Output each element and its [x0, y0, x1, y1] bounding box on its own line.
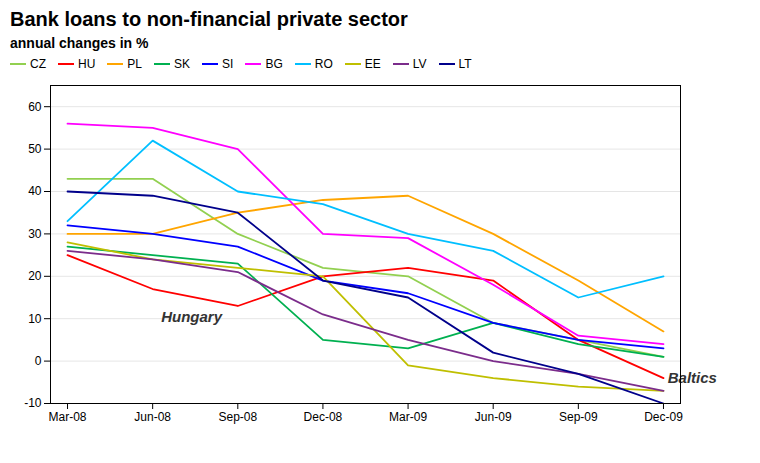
svg-text:Jun-09: Jun-09 — [475, 410, 512, 424]
svg-text:Baltics: Baltics — [668, 369, 717, 386]
html-text:RO: RO — [314, 57, 333, 71]
html-text:annual changes in %: annual changes in % — [10, 35, 149, 51]
svg-text:50: 50 — [28, 142, 42, 156]
svg-text:0: 0 — [35, 354, 42, 368]
html-text:LV: LV — [412, 57, 427, 71]
svg-text:40: 40 — [28, 184, 42, 198]
svg-text:Sep-08: Sep-08 — [218, 410, 257, 424]
html-text:SI: SI — [222, 57, 234, 71]
html-text:SK: SK — [174, 57, 190, 71]
svg-text:10: 10 — [28, 312, 42, 326]
svg-text:Mar-09: Mar-09 — [389, 410, 427, 424]
svg-text:60: 60 — [28, 100, 42, 114]
svg-text:Sep-09: Sep-09 — [559, 410, 598, 424]
html-text:EE: EE — [364, 57, 381, 71]
svg-text:20: 20 — [28, 269, 42, 283]
html-text:LT: LT — [458, 57, 472, 71]
html-text:CZ: CZ — [30, 57, 46, 71]
html-text:HU: HU — [78, 57, 96, 71]
svg-text:Jun-08: Jun-08 — [134, 410, 171, 424]
svg-text:Dec-08: Dec-08 — [304, 410, 343, 424]
svg-text:Mar-08: Mar-08 — [49, 410, 87, 424]
svg-text:Hungary: Hungary — [161, 308, 223, 325]
html-text:Bank loans to non-financial pr: Bank loans to non-financial private sect… — [10, 8, 408, 30]
svg-text:-10: -10 — [24, 396, 42, 410]
svg-text:30: 30 — [28, 227, 42, 241]
html-text:PL: PL — [127, 57, 142, 71]
html-text:BG: BG — [265, 57, 283, 71]
svg-text:Dec-09: Dec-09 — [644, 410, 683, 424]
